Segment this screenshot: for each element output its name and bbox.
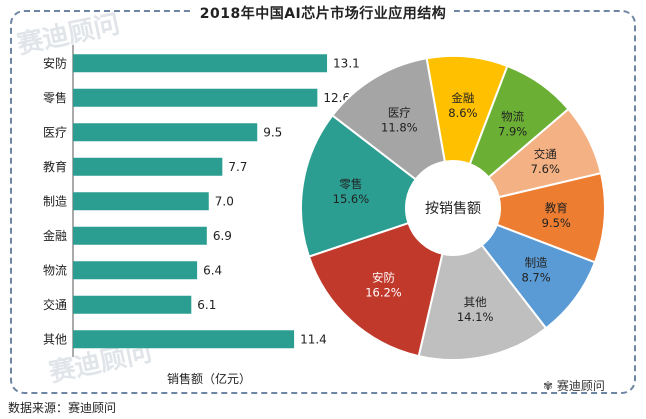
slice-label: 医疗 (388, 106, 411, 120)
bar (73, 295, 192, 314)
bar (73, 226, 207, 245)
bar-category-label: 金融 (43, 228, 67, 243)
slice-percent: 7.6% (531, 162, 560, 176)
bar-category-label: 其他 (43, 332, 67, 346)
slice-label: 交通 (534, 147, 557, 161)
slice-percent: 14.1% (457, 310, 494, 324)
donut-slice (417, 243, 548, 361)
bar-value-label: 6.4 (203, 263, 222, 277)
bar (73, 54, 328, 73)
bar (73, 123, 258, 142)
bar-category-label: 医疗 (43, 125, 67, 139)
donut-hole (407, 162, 499, 254)
bar-category-label: 交通 (43, 297, 67, 312)
slice-label: 物流 (501, 109, 524, 123)
bar-category-label: 物流 (43, 263, 67, 277)
slice-percent: 7.9% (498, 124, 527, 138)
donut-slice (331, 57, 446, 181)
bar-value-label: 7.0 (215, 194, 234, 208)
bar-value-label: 13.1 (333, 56, 360, 70)
bar-value-label: 11.4 (300, 332, 327, 346)
bar (73, 88, 318, 107)
donut-center-label: 按销售额 (425, 201, 481, 217)
bar (73, 261, 198, 280)
x-axis-label: 销售额（亿元） (167, 371, 251, 386)
slice-percent: 15.6% (333, 192, 370, 206)
bar-value-label: 6.1 (197, 298, 216, 312)
bar-category-label: 教育 (43, 159, 67, 174)
slice-label: 教育 (545, 201, 568, 215)
donut-slice (307, 221, 444, 358)
bar-value-label: 6.9 (213, 229, 232, 243)
bar-value-label: 9.5 (263, 125, 282, 139)
bar (73, 330, 295, 349)
bar (73, 157, 223, 176)
slice-percent: 9.5% (542, 216, 571, 230)
brand-label: ✾ 赛迪顾问 (543, 379, 605, 393)
bar-category-label: 零售 (43, 90, 67, 105)
bar-value-label: 7.7 (228, 160, 247, 174)
wechat-icon: ✾ (543, 379, 557, 393)
slice-label: 零售 (339, 177, 362, 191)
donut-slice (300, 114, 418, 258)
slice-label: 安防 (372, 271, 395, 285)
slice-percent: 8.7% (521, 271, 550, 285)
slice-label: 制造 (525, 256, 548, 270)
slice-percent: 16.2% (365, 286, 402, 300)
chart-title: 2018年中国AI芯片市场行业应用结构 (0, 3, 646, 23)
bar-category-label: 制造 (43, 194, 67, 208)
slice-percent: 11.8% (381, 121, 418, 135)
slice-label: 金融 (451, 91, 474, 105)
slice-percent: 8.6% (448, 106, 477, 120)
bar-category-label: 安防 (43, 55, 67, 70)
data-source: 数据来源：赛迪顾问 (8, 401, 117, 415)
bar (73, 192, 209, 211)
slice-label: 其他 (464, 295, 487, 309)
